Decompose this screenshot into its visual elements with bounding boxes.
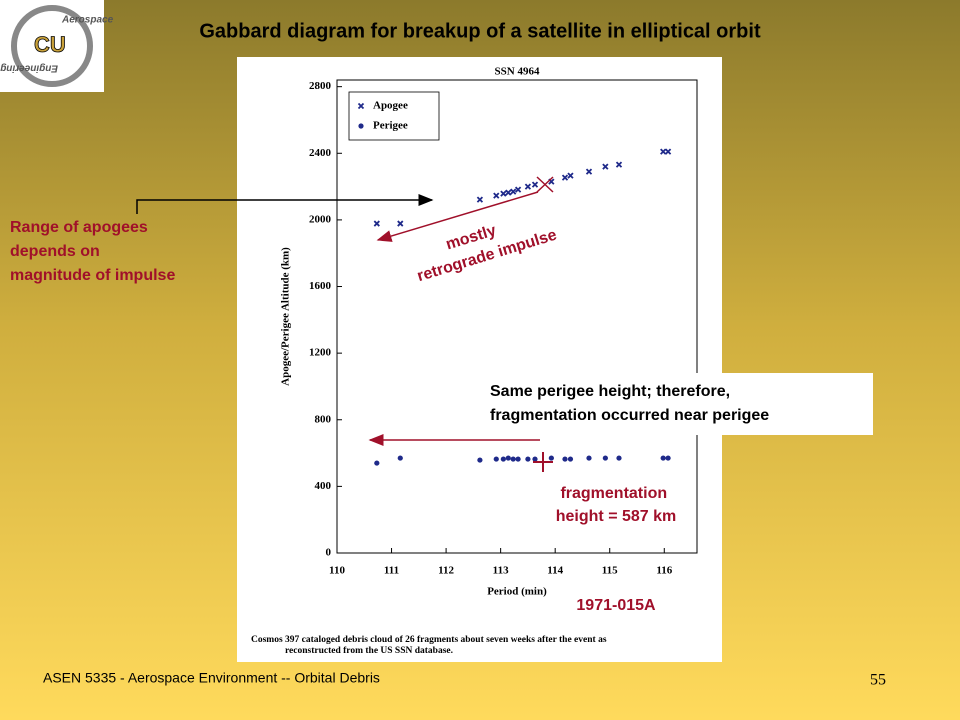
apogee-point — [373, 220, 380, 227]
x-tick-label: 112 — [438, 565, 454, 577]
connector-arrow — [136, 194, 434, 214]
y-axis-label: Apogee/Perigee Altitude (km) — [280, 247, 292, 386]
perigee-point — [397, 455, 403, 461]
perigee-point — [567, 456, 574, 462]
y-tick-label: 1600 — [309, 280, 332, 292]
perigee-note: Same perigee height; therefore, fragment… — [490, 383, 769, 424]
apogee-point — [531, 181, 539, 188]
x-tick-label: 110 — [329, 565, 345, 577]
note-line: Same perigee height; therefore, — [490, 383, 730, 400]
y-tick-label: 0 — [326, 547, 332, 559]
note-line: magnitude of impulse — [10, 267, 175, 284]
y-tick-label: 1200 — [309, 347, 332, 359]
y-tick-label: 2800 — [309, 80, 332, 92]
chart-title: SSN 4964 — [495, 66, 540, 78]
legend-label: Apogee — [373, 100, 408, 112]
note-line: fragmentation — [560, 485, 667, 502]
perigee-point — [562, 456, 568, 462]
perigee-point — [532, 456, 538, 462]
y-tick-label: 2400 — [309, 147, 332, 159]
apogee-point — [660, 148, 667, 155]
perigee-point — [616, 455, 622, 461]
apogee-point — [602, 163, 609, 170]
perigee-point — [602, 455, 608, 461]
legend-marker — [357, 102, 365, 110]
legend-label: Perigee — [373, 120, 408, 132]
apogee-point — [500, 190, 507, 197]
caption: Cosmos 397 cataloged debris cloud of 26 … — [251, 635, 609, 656]
perigee-note-box — [483, 373, 873, 435]
designator: 1971-015A — [576, 597, 656, 614]
x-tick-label: 113 — [493, 565, 509, 577]
logo-mark: CU — [34, 32, 66, 57]
perigee-point — [510, 456, 516, 462]
chart: SSN 4964 Period (min) Apogee/Perigee Altit… — [280, 66, 698, 598]
y-tick-label: 800 — [315, 413, 332, 425]
note-line: height = 587 km — [556, 508, 677, 525]
perigee-point — [586, 455, 592, 461]
perigee-point — [374, 460, 380, 466]
slide-title: Gabbard diagram for breakup of a satelli… — [199, 20, 761, 42]
perigee-point — [477, 457, 483, 463]
logo-text: Engineering — [0, 62, 58, 73]
x-axis-label: Period (min) — [487, 586, 547, 598]
page-number: 55 — [870, 672, 886, 689]
caption-line: Cosmos 397 cataloged debris cloud of 26 … — [251, 635, 607, 645]
apogee-point — [561, 174, 569, 181]
x-tick-label: 111 — [384, 565, 399, 577]
perigee-point — [505, 455, 511, 461]
apogee-point — [476, 196, 484, 203]
apogee-point — [567, 172, 574, 179]
x-tick-label: 116 — [656, 565, 672, 577]
perigee-point — [660, 455, 666, 461]
apogee-point — [524, 183, 532, 190]
x-tick-label: 115 — [602, 565, 618, 577]
plot-frame — [336, 79, 698, 554]
footer: ASEN 5335 - Aerospace Environment -- Orb… — [43, 670, 380, 686]
apogee-point — [664, 148, 672, 155]
logo-box — [0, 0, 104, 92]
y-tick-label: 400 — [315, 480, 332, 492]
breakup-marker — [536, 176, 554, 193]
breakup-marker — [533, 452, 553, 472]
height-note: fragmentation height = 587 km — [556, 485, 677, 525]
perigee-point — [525, 456, 531, 462]
note-line: depends on — [10, 243, 100, 260]
apogee-point — [615, 161, 623, 168]
logo-ring — [11, 5, 93, 87]
apogee-point — [585, 168, 593, 175]
perigee-point — [665, 455, 671, 461]
caption-line: reconstructed from the US SSN database. — [285, 646, 453, 656]
apogee-note: Range of apogees depends on magnitude of… — [10, 219, 175, 284]
impulse-arrow — [376, 191, 539, 242]
note-line: fragmentation occurred near perigee — [490, 407, 769, 424]
perigee-point — [493, 456, 499, 462]
y-tick-label: 2000 — [309, 213, 332, 225]
logo-text: Aerospace — [61, 15, 114, 26]
apogee-point — [510, 188, 517, 195]
perigee-point — [548, 455, 554, 461]
apogee-point — [514, 186, 522, 193]
apogee-point — [397, 220, 404, 227]
figure-panel — [237, 57, 722, 662]
apogee-point — [493, 192, 500, 199]
note-line: Range of apogees — [10, 219, 148, 236]
perigee-point — [500, 456, 506, 462]
apogee-point — [505, 189, 512, 196]
x-tick-label: 114 — [547, 565, 563, 577]
legend-marker — [358, 123, 364, 129]
legend-box — [348, 91, 440, 141]
perigee-point — [515, 456, 521, 462]
